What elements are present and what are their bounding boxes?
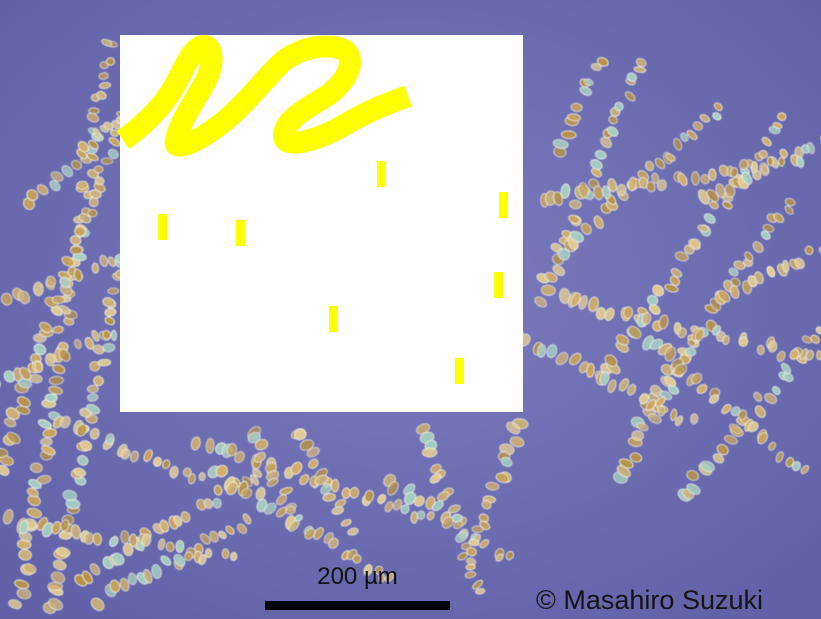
- yellow-scribble: [116, 35, 412, 157]
- scale-bar: [265, 601, 450, 610]
- scale-bar-label: 200 µm: [317, 563, 398, 590]
- yellow-marks: [158, 161, 508, 384]
- diatom-cells: [0, 38, 821, 614]
- copyright-credit: © Masahiro Suzuki: [536, 585, 763, 615]
